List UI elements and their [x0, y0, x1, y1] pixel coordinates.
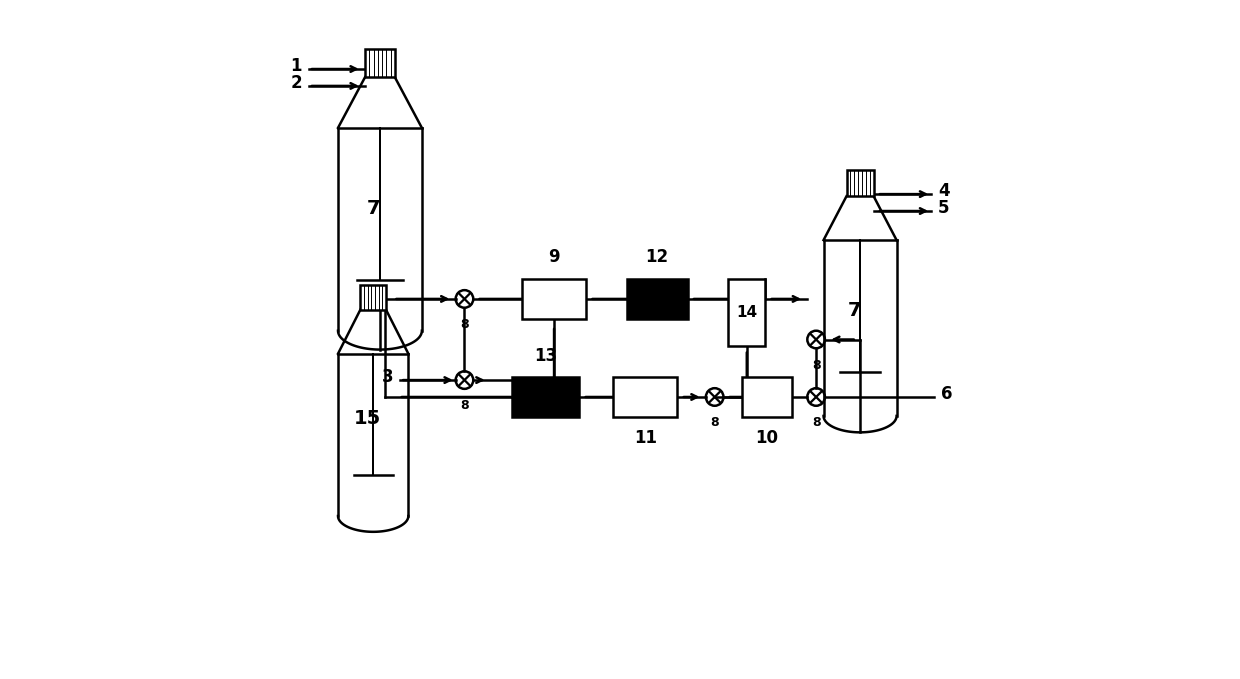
Text: 12: 12 [646, 249, 668, 266]
Bar [361, 285, 386, 310]
Bar [847, 170, 874, 196]
Text: 4: 4 [937, 182, 950, 200]
Text: 6: 6 [941, 384, 952, 403]
Text: 8: 8 [460, 318, 469, 331]
Text: 2: 2 [290, 73, 303, 92]
Text: 9: 9 [548, 249, 560, 266]
Text: 7: 7 [848, 301, 862, 320]
Text: 8: 8 [812, 416, 821, 429]
Text: 3: 3 [382, 368, 393, 386]
Text: 15: 15 [355, 409, 382, 428]
Bar [522, 278, 587, 319]
Bar [626, 278, 688, 319]
Text: 5: 5 [937, 199, 950, 217]
Bar [365, 49, 394, 77]
Text: 10: 10 [755, 429, 779, 447]
Text: 8: 8 [812, 359, 821, 372]
Text: 7: 7 [367, 200, 381, 219]
Bar [728, 278, 765, 346]
Text: 11: 11 [634, 429, 657, 447]
Text: 14: 14 [737, 305, 758, 320]
Bar [512, 377, 579, 418]
Text: 8: 8 [711, 416, 719, 429]
Text: 13: 13 [534, 346, 557, 365]
Text: 8: 8 [460, 399, 469, 412]
Text: 1: 1 [290, 56, 303, 75]
Bar [742, 377, 792, 418]
Bar [614, 377, 677, 418]
